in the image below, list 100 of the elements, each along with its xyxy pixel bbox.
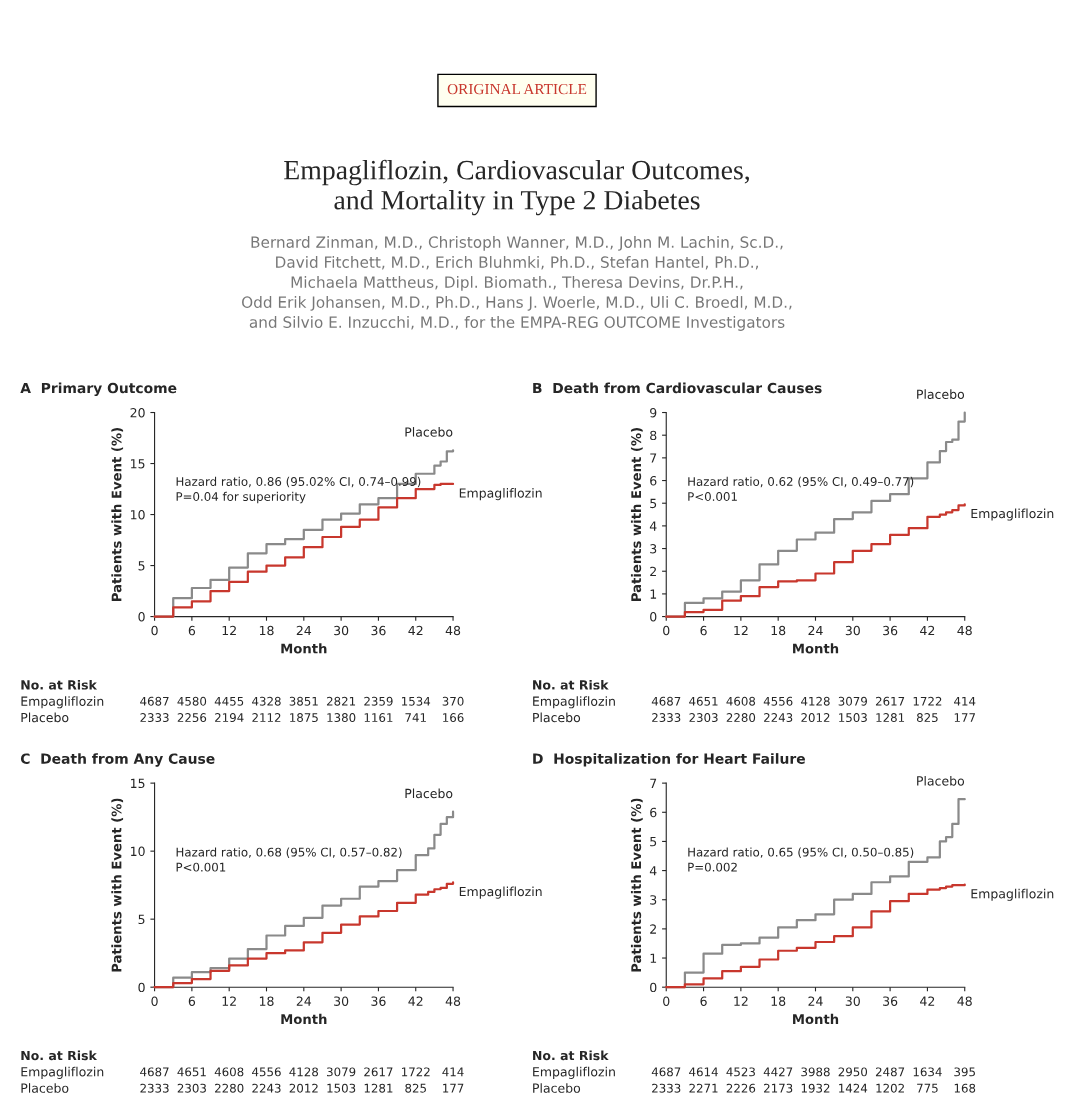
text: Placebo [21, 1083, 69, 1093]
series-label: Placebo [405, 427, 453, 437]
text: ORIGINAL ARTICLE [447, 84, 587, 95]
y-tick-label: 6 [650, 807, 657, 818]
text: 2173 [764, 1083, 793, 1093]
y-tick-label: 7 [650, 453, 657, 463]
y-tick-label: 4 [649, 866, 657, 876]
y-tick-label: 1 [650, 953, 657, 963]
annotation: Hazard ratio, 0.62 (95% CI, 0.49–0.77) P<0.001 [688, 476, 914, 501]
y-tick-label: 4 [649, 521, 657, 531]
x-tick-label: 36 [883, 625, 898, 636]
text: 4128 [801, 696, 830, 706]
y-tick-label: 0 [650, 982, 657, 993]
text: 2359 [364, 696, 393, 706]
text: 168 [954, 1083, 976, 1093]
text: 4651 [689, 696, 718, 706]
text: 2333 [652, 1083, 681, 1093]
x-tick-label: 6 [188, 625, 196, 636]
text: 2303 [689, 713, 718, 723]
x-tick-label: 36 [883, 996, 898, 1006]
chart-title: A Primary Outcome [20, 382, 177, 397]
y-axis-title: Patients with Event (%) [111, 428, 124, 601]
text: 4608 [214, 1067, 244, 1077]
y-tick-label: 10 [131, 510, 145, 520]
text: Placebo [21, 712, 69, 723]
x-tick-label: 0 [151, 996, 158, 1006]
x-tick-label: 18 [259, 625, 274, 636]
series-label: Empagliflozin [459, 886, 542, 899]
x-tick-label: 6 [188, 996, 196, 1006]
text: Bernard Zinman, M.D., Christoph Wanner, M.D., John M. Lachin, Sc.D., David Fitchett, M.D., Erich Bluhmki, Ph.D., Stefan Hantel, Ph.D., Michaela Mattheus, Dipl. Biomath., Theresa Devins, Dr.P.H., Odd Erik Johansen, M.D., Ph.D., Hans J. Woerle, M.D., Uli C. Broedl, M.D., and Silvio E. Inzucchi, M.D., for the EMPA-REG OUTCOME Investigators [242, 236, 792, 331]
x-tick-label: 18 [771, 625, 786, 636]
x-tick-label: 48 [445, 625, 461, 636]
series-label: Empagliflozin [459, 488, 542, 501]
y-tick-label: 7 [650, 778, 657, 788]
text: 2243 [252, 1083, 281, 1093]
x-tick-label: 48 [957, 996, 972, 1006]
y-axis-title: Patients with Event (%) [111, 798, 124, 972]
text: 4687 [140, 696, 169, 706]
text: 2012 [289, 1083, 318, 1093]
y-tick-label: 5 [650, 837, 657, 847]
x-tick-label: 30 [334, 996, 349, 1006]
y-tick-label: 3 [650, 544, 657, 554]
y-tick-label: 0 [650, 612, 657, 622]
text: 2821 [326, 696, 356, 706]
series-label: Placebo [405, 788, 453, 799]
y-axis-title: Patients with Event (%) [630, 798, 643, 972]
text: 2243 [764, 713, 793, 723]
x-tick-label: 42 [408, 996, 423, 1006]
text: 1534 [402, 696, 431, 706]
text: Empagliflozin [533, 696, 615, 709]
x-tick-label: 48 [445, 996, 461, 1006]
x-tick-label: 0 [151, 625, 158, 636]
text: 2303 [177, 1083, 206, 1093]
y-tick-label: 5 [138, 561, 145, 571]
annotation: Hazard ratio, 0.65 (95% CI, 0.50–0.85) P=0.002 [688, 847, 914, 872]
y-tick-label: 2 [650, 924, 656, 934]
y-tick-label: 6 [650, 476, 657, 486]
x-tick-label: 36 [371, 625, 386, 636]
text: 741 [405, 713, 426, 722]
y-tick-label: 5 [138, 914, 145, 925]
y-tick-label: 20 [130, 407, 145, 418]
text: 1503 [839, 713, 867, 723]
x-tick-label: 30 [845, 625, 860, 636]
text: Empagliflozin, Cardiovascular Outcomes, and Mortality in Type 2 Diabetes [284, 159, 749, 216]
x-axis-title: Month [793, 1013, 839, 1025]
text: 1380 [327, 713, 356, 723]
text: Placebo [533, 1083, 581, 1093]
annotation: Hazard ratio, 0.68 (95% CI, 0.57–0.82) P<0.001 [176, 847, 402, 872]
text: 4128 [289, 1067, 319, 1077]
x-tick-label: 0 [663, 625, 670, 636]
chart-title: C Death from Any Cause [20, 753, 215, 767]
x-tick-label: 36 [371, 996, 386, 1006]
text: 414 [954, 696, 976, 706]
x-axis-title: Month [281, 643, 327, 654]
x-tick-label: 12 [734, 625, 748, 636]
text: 2226 [726, 1083, 756, 1093]
y-tick-label: 2 [650, 566, 656, 576]
text: 4556 [763, 696, 793, 706]
x-axis-title: Month [281, 1013, 327, 1025]
text: No. at Risk [533, 679, 609, 690]
text: 1281 [876, 713, 905, 723]
text: 2112 [252, 713, 281, 722]
x-tick-label: 6 [700, 625, 707, 636]
y-tick-label: 15 [131, 459, 145, 469]
annotation: Hazard ratio, 0.86 (95.02% CI, 0.74–0.99) P=0.04 for superiority [176, 476, 421, 504]
x-tick-label: 24 [808, 625, 823, 636]
text: 4687 [651, 696, 681, 706]
text: Empagliflozin [533, 1066, 615, 1079]
text: 2256 [177, 713, 207, 723]
text: 4580 [177, 696, 207, 706]
x-tick-label: 30 [334, 625, 349, 636]
text: 1722 [913, 696, 942, 706]
text: 2617 [875, 696, 905, 706]
x-tick-label: 18 [771, 996, 786, 1006]
text: 4614 [689, 1067, 718, 1077]
text: 2333 [140, 1083, 169, 1093]
text: 177 [443, 1083, 464, 1093]
text: 414 [442, 1067, 464, 1077]
series-label: Empagliflozin [971, 508, 1054, 521]
x-tick-label: 18 [259, 996, 274, 1006]
